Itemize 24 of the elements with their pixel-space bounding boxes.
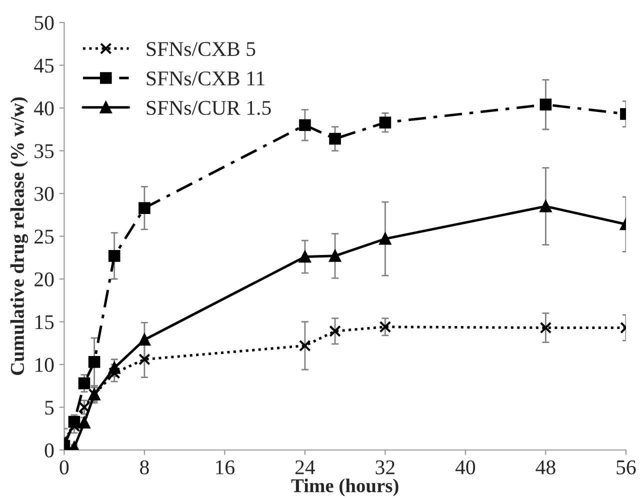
y-tick-label: 45 (34, 58, 54, 73)
legend-label: SFNs/CUR 1.5 (146, 100, 271, 116)
x-tick-label: 24 (295, 460, 316, 474)
y-tick-label: 30 (34, 186, 54, 201)
y-tick-label: 0 (44, 443, 54, 458)
x-tick-label: 16 (216, 460, 234, 474)
y-tick-label: 40 (34, 101, 54, 116)
x-tick-label: 32 (376, 460, 394, 474)
x-axis-title: Time (hours) (291, 478, 398, 496)
y-tick-label: 15 (35, 315, 54, 330)
x-tick-label: 40 (455, 460, 476, 474)
y-tick-label: 35 (34, 144, 54, 158)
x-tick-label: 56 (616, 460, 636, 474)
x-tick-label: 0 (60, 460, 69, 474)
y-axis-title: Cumulative drug release (% w/w) (10, 97, 28, 375)
x-tick-label: 8 (140, 460, 149, 474)
legend-label: SFNs/CXB 11 (146, 71, 264, 86)
y-tick-label: 20 (34, 272, 54, 286)
legend-label: SFNs/CXB 5 (146, 42, 256, 56)
y-tick-label: 50 (34, 16, 54, 30)
y-tick-label: 10 (35, 358, 54, 372)
y-tick-label: 25 (34, 230, 54, 244)
x-tick-label: 48 (536, 460, 556, 474)
y-tick-label: 5 (45, 400, 54, 415)
